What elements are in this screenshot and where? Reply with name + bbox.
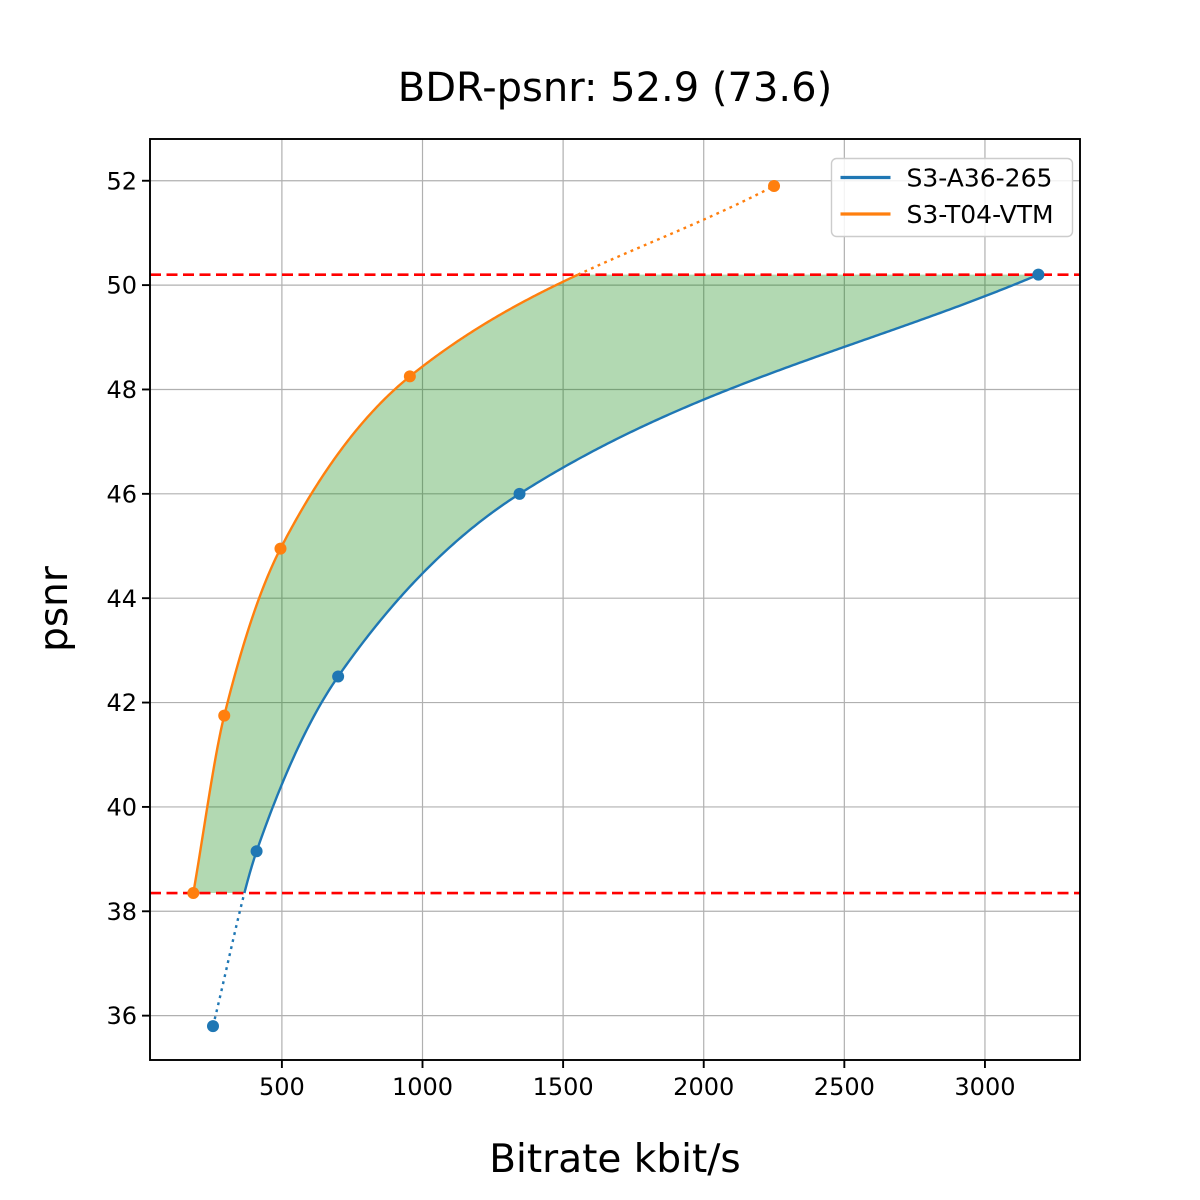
- y-axis-label: psnr: [32, 565, 77, 652]
- data-point-s3-t04-vtm: [768, 179, 781, 192]
- axis-ticks: [142, 179, 986, 1068]
- legend: S3-A36-265 S3-T04-VTM: [830, 157, 1074, 238]
- y-tick-label: 50: [106, 272, 137, 300]
- y-tick-label: 42: [106, 689, 137, 717]
- y-tick-label: 52: [106, 167, 137, 195]
- bd-overlap-fill: [193, 274, 1039, 894]
- data-point-s3-t04-vtm: [218, 709, 231, 722]
- x-tick-label: 2000: [673, 1073, 734, 1101]
- axes-frame: [149, 138, 1081, 1061]
- data-point-s3-t04-vtm: [187, 887, 200, 900]
- chart-title: BDR-psnr: 52.9 (73.6): [398, 65, 832, 111]
- data-point-s3-t04-vtm: [274, 542, 287, 555]
- legend-box: [830, 157, 1074, 238]
- curve-s3-t04-vtm-solid: [192, 273, 579, 894]
- curve-s3-a36-265-solid: [243, 273, 1039, 894]
- legend-label-s3-a36-265: S3-A36-265: [907, 163, 1053, 192]
- y-tick-label: 36: [106, 1002, 137, 1030]
- x-tick-label: 3000: [954, 1073, 1015, 1101]
- reference-lines: [150, 273, 1080, 895]
- curve-s3-a36-265-dotted: [211, 892, 246, 1027]
- data-point-markers: [187, 179, 1045, 1033]
- gridlines: [150, 139, 1080, 1060]
- y-tick-label: 48: [106, 376, 137, 404]
- data-point-s3-a36-265: [332, 670, 345, 683]
- y-tick-label: 40: [106, 794, 137, 822]
- x-tick-label: 1500: [533, 1073, 594, 1101]
- data-point-s3-a36-265: [206, 1020, 219, 1033]
- x-tick-label: 1000: [392, 1073, 453, 1101]
- x-tick-label: 500: [259, 1073, 305, 1101]
- x-tick-label: 2500: [814, 1073, 875, 1101]
- data-point-s3-a36-265: [250, 845, 263, 858]
- y-tick-label: 44: [106, 585, 137, 613]
- y-tick-label: 38: [106, 898, 137, 926]
- x-axis-label: Bitrate kbit/s: [489, 1137, 740, 1182]
- axis-tick-labels: 500 1000 1500 2000 2500 3000 36 38 40 42 44 46 48 50 5…: [106, 167, 1015, 1101]
- y-tick-label: 46: [106, 480, 137, 508]
- data-point-s3-t04-vtm: [403, 370, 416, 383]
- rd-curves: [192, 184, 1039, 1027]
- legend-label-s3-t04-vtm: S3-T04-VTM: [907, 200, 1054, 229]
- data-point-s3-a36-265: [513, 487, 526, 500]
- shaded-bd-region: [193, 274, 1039, 894]
- data-point-s3-a36-265: [1032, 268, 1045, 281]
